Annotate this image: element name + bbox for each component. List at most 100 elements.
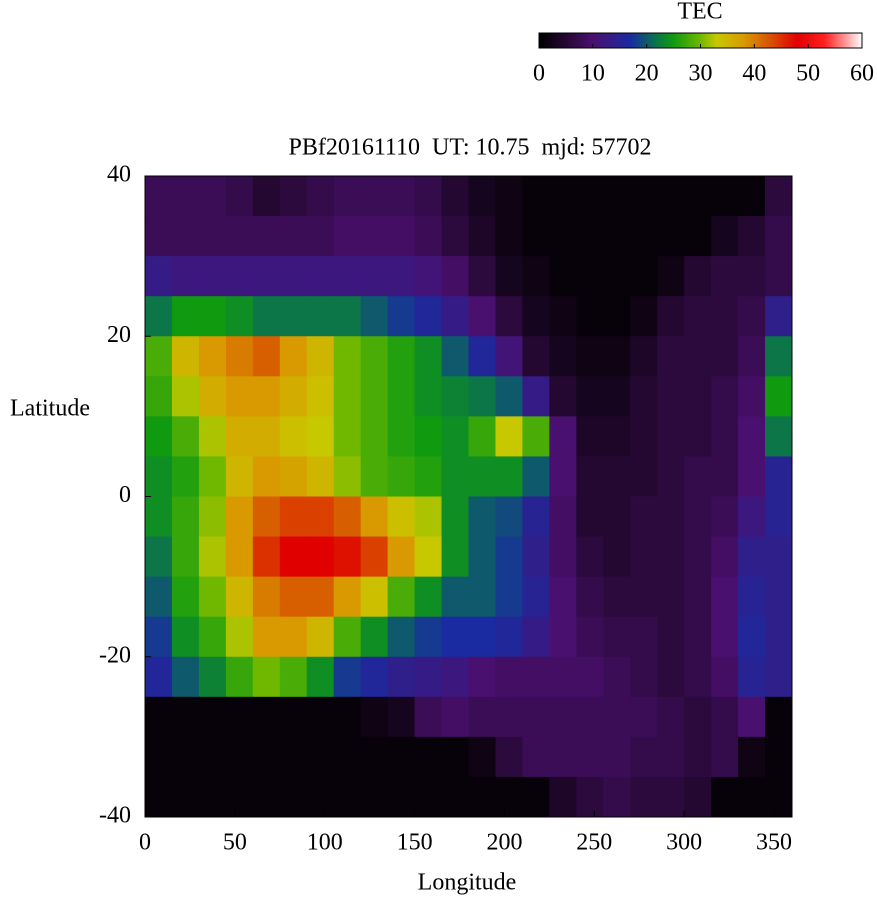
heat-cell [252, 336, 281, 377]
heat-cell [765, 256, 793, 297]
heat-cell [225, 336, 254, 377]
heat-cell [171, 576, 200, 618]
heat-cell [549, 416, 577, 457]
heat-cell [657, 456, 685, 497]
heat-cell [711, 616, 739, 658]
heat-cell [603, 496, 631, 538]
heat-cell [522, 376, 550, 417]
heat-cell [198, 736, 227, 778]
x-tick-label: 200 [486, 830, 522, 856]
heat-cell [171, 776, 200, 818]
heat-cell [576, 616, 604, 658]
heat-cell [171, 696, 200, 738]
heat-cell [387, 496, 416, 538]
heat-cell [738, 736, 766, 778]
heat-cell [495, 776, 523, 818]
heat-cell [198, 536, 227, 578]
heat-cell [495, 216, 523, 257]
heat-cell [198, 296, 227, 337]
heat-cell [441, 696, 469, 738]
heat-cell [360, 536, 389, 578]
x-tick-label: 100 [307, 830, 343, 856]
heat-cell [441, 376, 469, 417]
heat-cell [711, 776, 739, 818]
heat-cell [279, 536, 308, 578]
heat-cell [171, 736, 200, 778]
heat-cell [711, 656, 739, 698]
heat-cell [576, 176, 604, 217]
heat-cell [225, 216, 254, 257]
heat-cell [738, 296, 766, 337]
x-tick-label: 250 [576, 830, 612, 856]
x-tick-label: 0 [139, 830, 151, 856]
heat-cell [252, 496, 281, 538]
heat-cell [279, 616, 308, 658]
heat-cell [441, 256, 469, 297]
heat-cell [711, 296, 739, 337]
heat-cell [711, 696, 739, 738]
heat-cell [522, 416, 550, 457]
heat-cell [225, 176, 254, 217]
heat-cell [657, 296, 685, 337]
heat-cell [522, 216, 550, 257]
heat-cell [549, 536, 577, 578]
heat-cell [711, 736, 739, 778]
heat-cell [765, 656, 793, 698]
heat-cell [360, 336, 389, 377]
heat-cell [360, 496, 389, 538]
heat-cell [576, 496, 604, 538]
x-axis-label: Longitude [418, 870, 517, 896]
heat-cell [252, 776, 281, 818]
heat-cell [738, 576, 766, 618]
heat-cell [738, 656, 766, 698]
heat-cell [333, 616, 362, 658]
heat-cell [333, 376, 362, 417]
heat-cell [171, 456, 200, 497]
heat-cell [333, 176, 362, 217]
heat-cell [657, 496, 685, 538]
heat-cell [576, 456, 604, 497]
heat-cell [387, 296, 416, 337]
heat-cell [657, 576, 685, 618]
heat-cell [468, 456, 496, 497]
heat-cell [414, 736, 443, 778]
heat-cell [198, 576, 227, 618]
heat-cell [603, 536, 631, 578]
heat-cell [441, 616, 469, 658]
heat-cell [576, 216, 604, 257]
heat-cell [711, 176, 739, 217]
heat-cell [657, 416, 685, 457]
heat-cell [171, 216, 200, 257]
heat-cell [360, 216, 389, 257]
heat-cell [549, 616, 577, 658]
heat-cell [765, 696, 793, 738]
heat-cell [279, 376, 308, 417]
heat-cell [360, 376, 389, 417]
heat-cell [576, 336, 604, 377]
heat-cell [387, 256, 416, 297]
heat-cell [333, 776, 362, 818]
heat-cell [657, 736, 685, 778]
heat-cell [145, 736, 173, 778]
heat-cell [765, 376, 793, 417]
heat-cell [279, 776, 308, 818]
heat-cell [333, 256, 362, 297]
heat-cell [171, 296, 200, 337]
y-tick-label: 0 [119, 482, 131, 508]
heat-cell [603, 696, 631, 738]
heat-cell [684, 776, 712, 818]
heat-cell [414, 296, 443, 337]
heat-cell [468, 176, 496, 217]
heat-cell [145, 336, 173, 377]
heat-cell [711, 256, 739, 297]
colorbar-tick-label: 40 [742, 61, 766, 87]
heat-cell [657, 616, 685, 658]
heat-cell [198, 256, 227, 297]
heat-cell [684, 376, 712, 417]
x-tick-label: 300 [666, 830, 702, 856]
heat-cell [225, 536, 254, 578]
heat-cell [279, 176, 308, 217]
heat-cell [306, 696, 335, 738]
heat-cell [630, 216, 658, 257]
heat-cell [279, 576, 308, 618]
